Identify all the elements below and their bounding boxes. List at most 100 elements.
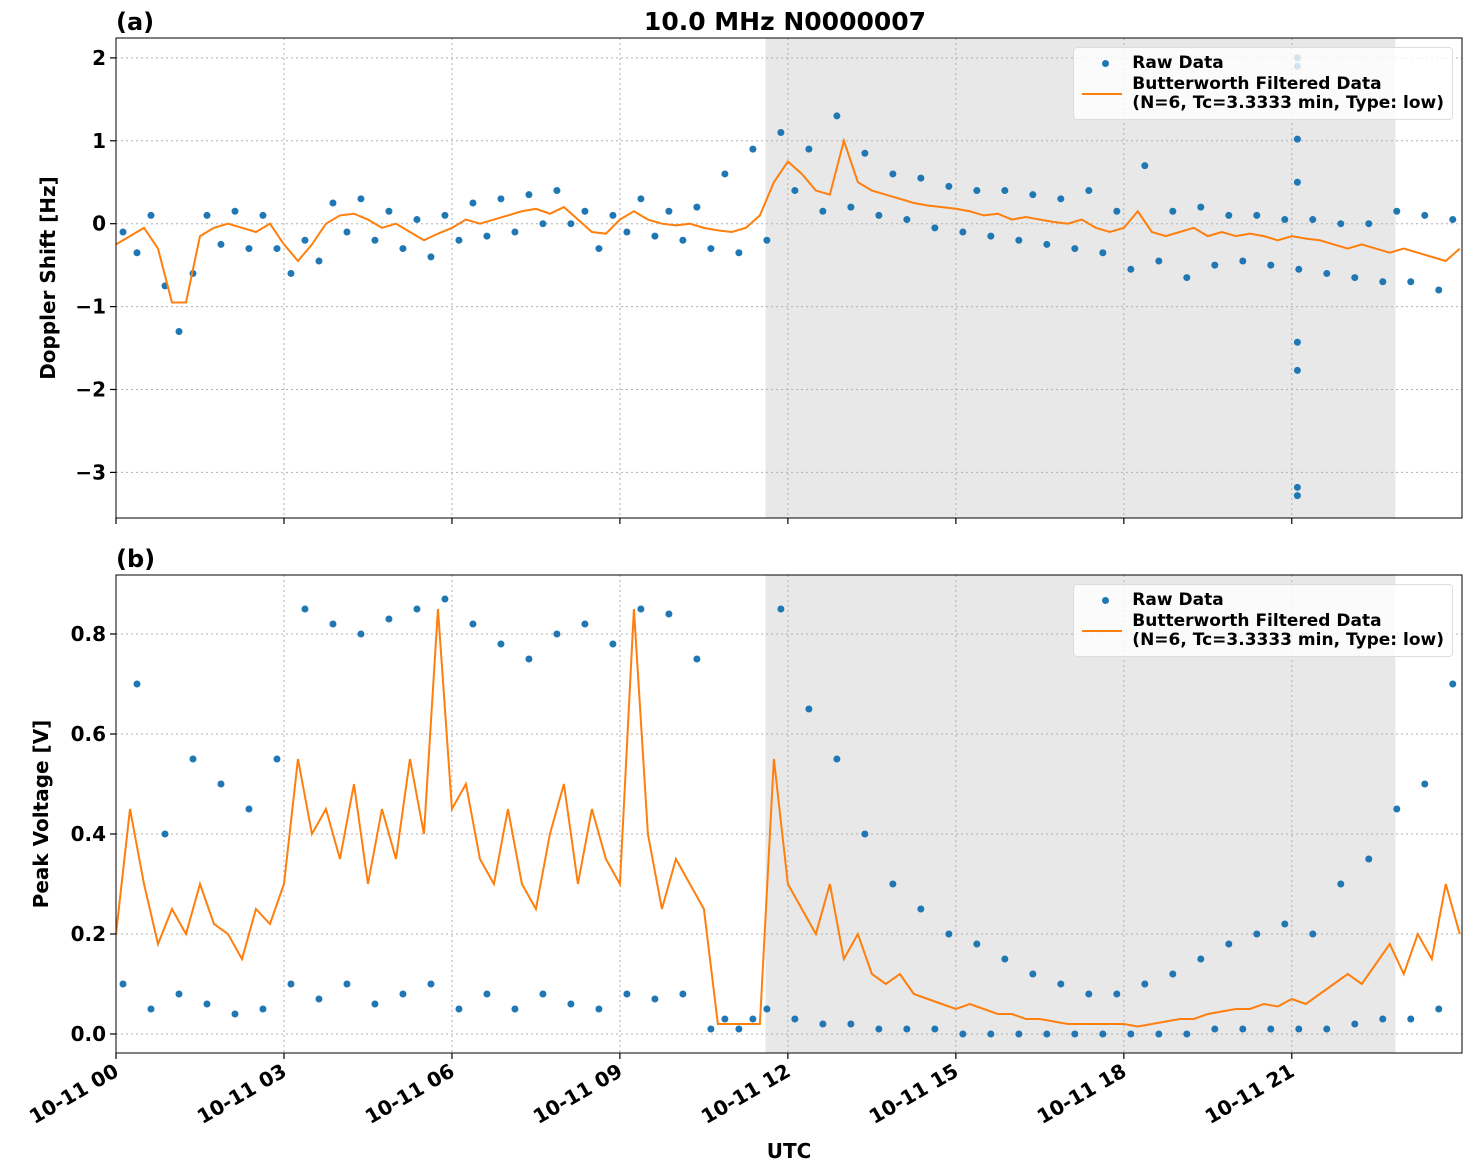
raw-point [791, 1015, 799, 1023]
raw-point [903, 1025, 911, 1033]
y-tick-label: −1 [75, 295, 106, 319]
axes-frame [115, 574, 1463, 1054]
raw-point [1029, 970, 1037, 978]
raw-point [917, 174, 925, 182]
raw-point [987, 1030, 995, 1038]
raw-point [1293, 492, 1301, 500]
legend-marker [1102, 60, 1110, 67]
legend-key [1082, 54, 1132, 73]
raw-point [1001, 955, 1009, 963]
y-tick-label: 0.2 [71, 922, 106, 946]
raw-point [637, 605, 645, 613]
raw-point [1351, 1020, 1359, 1028]
y-tick-label: 0.8 [71, 622, 106, 646]
raw-point [721, 1015, 729, 1023]
raw-point [1281, 216, 1289, 224]
raw-point [1113, 207, 1121, 215]
raw-point [1393, 207, 1401, 215]
raw-point [847, 1020, 855, 1028]
raw-point [945, 182, 953, 190]
raw-point [567, 1000, 575, 1008]
raw-point [175, 990, 183, 998]
raw-point [1211, 261, 1219, 269]
raw-point [357, 630, 365, 638]
raw-point [1253, 930, 1261, 938]
raw-point [329, 620, 337, 628]
raw-point [1293, 178, 1301, 186]
raw-point [413, 216, 421, 224]
raw-point [161, 830, 169, 838]
raw-point [903, 216, 911, 224]
raw-point [525, 655, 533, 663]
raw-point [441, 211, 449, 219]
raw-point [259, 211, 267, 219]
raw-point [357, 195, 365, 203]
raw-point [987, 232, 995, 240]
raw-point [833, 755, 841, 763]
legend-label: Butterworth Filtered Data (N=6, Tc=3.333… [1132, 74, 1444, 113]
raw-point [1183, 1030, 1191, 1038]
x-tick-label: 10-11 12 [697, 1059, 795, 1129]
raw-point [1295, 265, 1303, 273]
raw-point [1071, 245, 1079, 253]
raw-point [819, 1020, 827, 1028]
axes-frame [115, 37, 1463, 519]
raw-point [133, 680, 141, 688]
raw-point [763, 1005, 771, 1013]
raw-point [973, 187, 981, 195]
raw-point [595, 1005, 603, 1013]
raw-point [931, 1025, 939, 1033]
legend-entry: Butterworth Filtered Data (N=6, Tc=3.333… [1082, 75, 1444, 113]
y-tick-label: 0 [92, 212, 106, 236]
raw-point [287, 269, 295, 277]
y-tick-label: 2 [92, 46, 106, 70]
raw-point [1211, 1025, 1219, 1033]
x-tick-label: 10-11 18 [1033, 1059, 1131, 1129]
x-tick-label: 10-11 09 [529, 1059, 627, 1129]
raw-point [1057, 980, 1065, 988]
legend-label: Raw Data [1132, 53, 1224, 73]
raw-point [371, 236, 379, 244]
raw-point [175, 327, 183, 335]
raw-point [1293, 483, 1301, 491]
raw-point [609, 640, 617, 648]
raw-point [1197, 955, 1205, 963]
legend-entry: Butterworth Filtered Data (N=6, Tc=3.333… [1082, 612, 1444, 650]
raw-point [1365, 855, 1373, 863]
panel-label: (b) [116, 545, 155, 573]
raw-point [861, 830, 869, 838]
y-tick-label: −2 [75, 378, 106, 402]
raw-point [1169, 207, 1177, 215]
legend-entry: Raw Data [1082, 591, 1444, 610]
raw-point [1293, 338, 1301, 346]
raw-point [1141, 162, 1149, 170]
filtered-line [116, 137, 1461, 304]
legend-label: Butterworth Filtered Data (N=6, Tc=3.333… [1132, 611, 1444, 650]
raw-point [119, 980, 127, 988]
raw-point [469, 620, 477, 628]
raw-point [1099, 249, 1107, 257]
raw-point [1267, 261, 1275, 269]
raw-point [385, 615, 393, 623]
raw-point [315, 995, 323, 1003]
raw-point [343, 228, 351, 236]
raw-point [567, 220, 575, 228]
raw-point [693, 203, 701, 211]
raw-point [1323, 1025, 1331, 1033]
raw-point [343, 980, 351, 988]
raw-point [1309, 930, 1317, 938]
x-axis-label: UTC [767, 1139, 812, 1163]
raw-point [273, 245, 281, 253]
raw-point [441, 595, 449, 603]
raw-point [959, 228, 967, 236]
raw-point [1239, 1025, 1247, 1033]
raw-point [1407, 278, 1415, 286]
raw-point [1113, 990, 1121, 998]
legend-key [1082, 591, 1132, 610]
raw-point [1225, 940, 1233, 948]
plot-data [116, 595, 1461, 1038]
raw-point [511, 228, 519, 236]
raw-point [707, 1025, 715, 1033]
raw-point [609, 211, 617, 219]
raw-point [637, 195, 645, 203]
